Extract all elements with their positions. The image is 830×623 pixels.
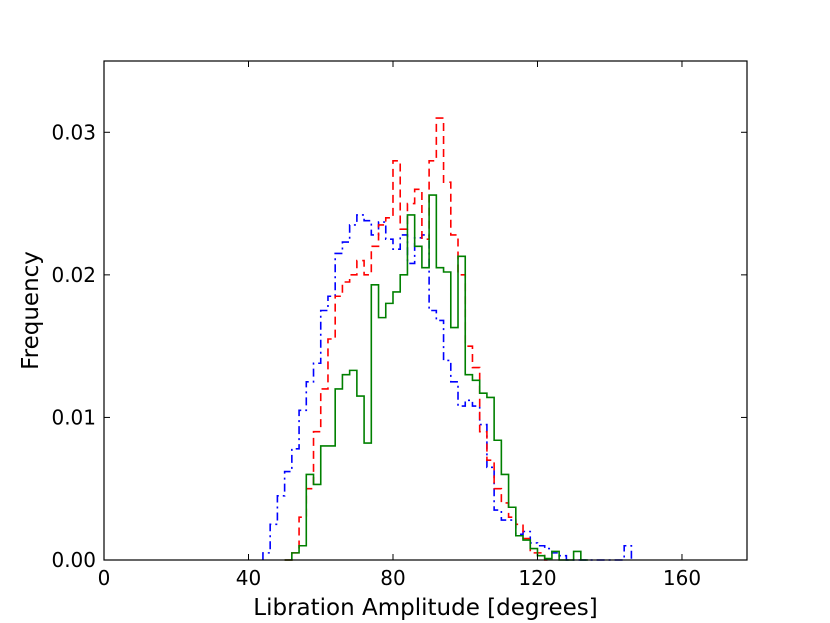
x-tick-label: 0	[98, 566, 111, 590]
y-tick-label: 0.02	[51, 263, 96, 287]
x-tick-label: 120	[518, 566, 556, 590]
tick-layer: 0 40 80 120 160 0.00 0.01 0.02 0.03	[51, 61, 747, 590]
histogram-series-2	[284, 117, 552, 561]
y-axis-label: Frequency	[18, 251, 44, 370]
histogram-series-3	[284, 194, 589, 561]
x-tick-label: 160	[663, 566, 701, 590]
plot-frame	[103, 60, 748, 561]
y-tick-label: 0.00	[51, 548, 96, 572]
x-tick-label: 40	[236, 566, 261, 590]
x-tick-label: 80	[380, 566, 405, 590]
series-layer	[262, 117, 633, 561]
y-tick-label: 0.01	[51, 405, 96, 429]
y-tick-label: 0.03	[51, 120, 96, 144]
x-axis-label: Libration Amplitude [degrees]	[253, 595, 597, 621]
plot-area	[104, 61, 747, 560]
histogram-series-1	[262, 214, 633, 561]
